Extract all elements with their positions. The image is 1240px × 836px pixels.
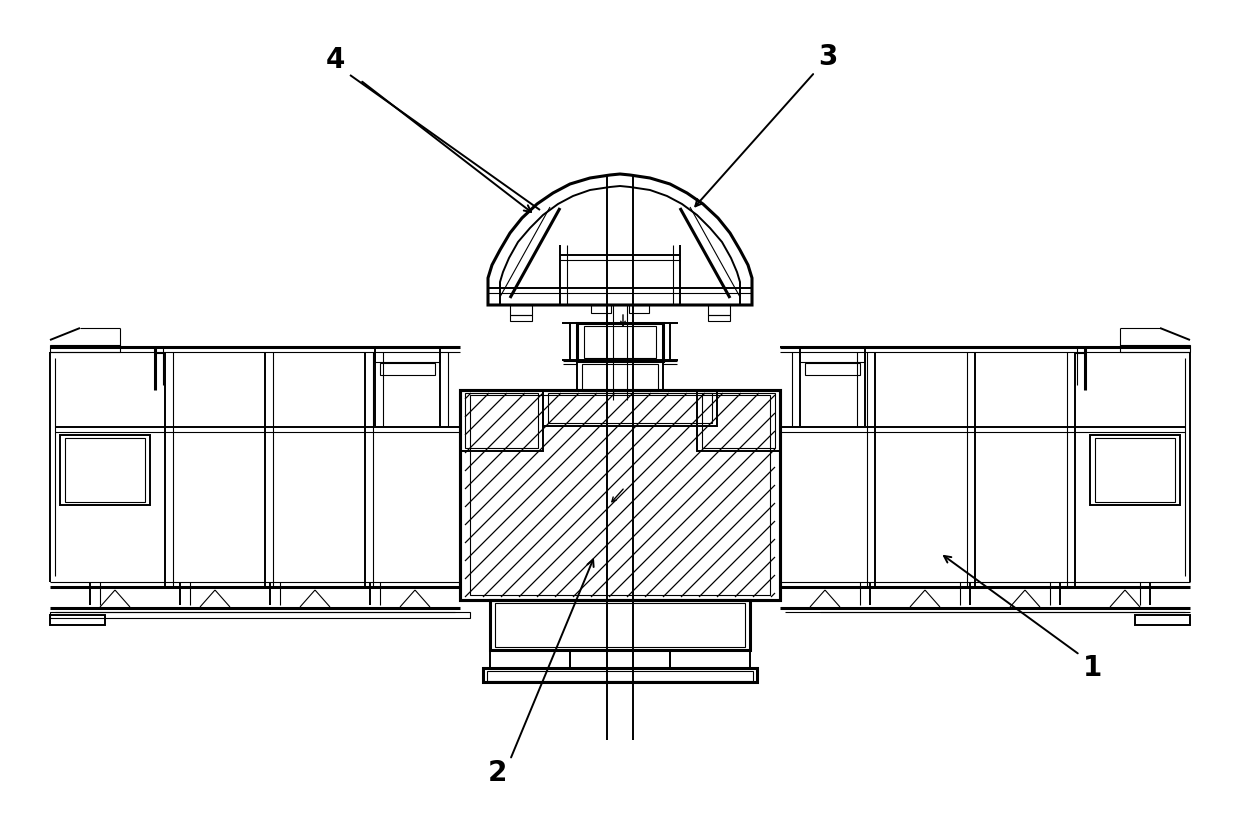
Text: 3: 3 xyxy=(818,43,838,71)
Bar xyxy=(1135,615,1190,625)
Bar xyxy=(495,603,745,647)
Bar xyxy=(510,305,532,315)
Bar xyxy=(702,393,775,448)
Bar xyxy=(584,326,656,358)
Bar xyxy=(470,395,770,595)
Bar xyxy=(379,363,435,375)
Bar xyxy=(50,612,470,618)
Bar xyxy=(460,391,543,451)
Bar xyxy=(591,305,611,313)
Bar xyxy=(50,615,105,625)
Bar xyxy=(543,391,717,426)
Bar xyxy=(805,363,861,375)
Bar xyxy=(548,393,712,423)
Polygon shape xyxy=(489,174,751,305)
Bar xyxy=(490,650,570,668)
Bar xyxy=(510,315,532,321)
Text: 4: 4 xyxy=(325,46,345,74)
Bar xyxy=(1095,438,1176,502)
Bar xyxy=(60,435,150,505)
Bar xyxy=(670,650,750,668)
Bar xyxy=(465,393,538,448)
Text: 1: 1 xyxy=(1084,654,1102,682)
Bar xyxy=(484,668,756,682)
Text: 2: 2 xyxy=(487,759,507,787)
Bar xyxy=(487,671,753,681)
Bar xyxy=(570,650,670,668)
Bar xyxy=(582,364,658,391)
Bar xyxy=(708,315,730,321)
Bar xyxy=(460,390,780,600)
Bar xyxy=(697,391,780,451)
Bar xyxy=(629,305,649,313)
Bar xyxy=(64,438,145,502)
Bar xyxy=(490,600,750,650)
Bar xyxy=(577,323,663,361)
Bar xyxy=(1090,435,1180,505)
Bar xyxy=(577,361,663,391)
Bar xyxy=(708,305,730,315)
Bar xyxy=(460,390,780,600)
